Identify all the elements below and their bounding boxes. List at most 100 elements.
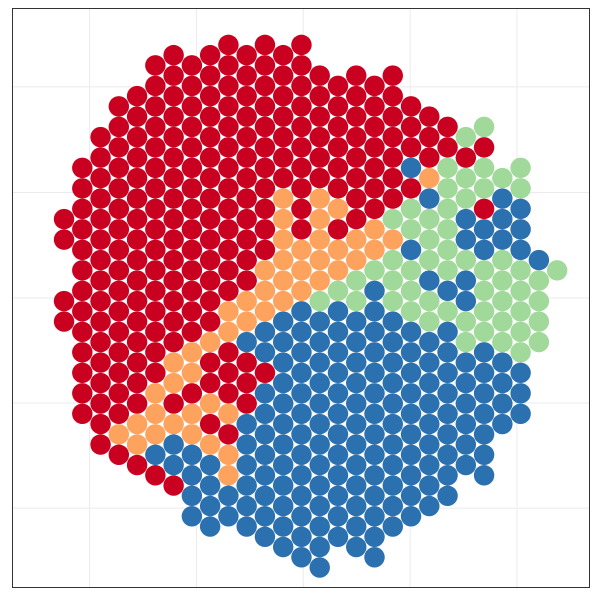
spot — [199, 126, 221, 148]
spot — [437, 383, 458, 404]
spot — [72, 178, 93, 199]
spot — [90, 434, 111, 455]
spot — [364, 526, 385, 547]
spot — [327, 75, 349, 97]
spot — [291, 383, 312, 404]
spot — [236, 454, 257, 476]
spot — [327, 342, 349, 363]
spot — [163, 393, 184, 414]
spot — [382, 106, 403, 127]
spot — [327, 260, 349, 281]
spot — [272, 44, 294, 66]
spot — [309, 208, 330, 230]
spot — [473, 362, 495, 384]
spot — [364, 178, 385, 199]
spot — [437, 198, 458, 220]
spot — [437, 280, 458, 302]
spot — [145, 403, 166, 425]
spot — [400, 260, 422, 281]
spot — [419, 352, 440, 373]
spot — [437, 260, 458, 281]
spot — [163, 331, 184, 353]
spot — [126, 208, 148, 230]
spot — [254, 342, 276, 363]
spot — [108, 157, 130, 179]
spot — [364, 75, 385, 97]
spot — [346, 372, 367, 394]
spot — [473, 301, 495, 322]
spot — [108, 260, 130, 281]
spot — [254, 506, 276, 527]
spot — [218, 260, 239, 281]
spot — [382, 352, 403, 373]
spot — [90, 413, 111, 435]
spot — [309, 536, 330, 558]
spot — [199, 475, 221, 496]
spot — [236, 167, 257, 189]
spot — [382, 290, 403, 312]
spot — [473, 219, 495, 240]
spot — [492, 188, 513, 209]
spot — [108, 96, 130, 117]
spot — [528, 290, 550, 312]
spot — [419, 208, 440, 230]
spot — [291, 157, 312, 179]
spot — [419, 434, 440, 455]
spot — [382, 372, 403, 394]
spot — [126, 331, 148, 353]
spot — [455, 393, 477, 414]
spot — [199, 516, 221, 537]
spot — [181, 301, 203, 322]
spot — [382, 454, 403, 476]
spot — [327, 321, 349, 343]
spot — [218, 321, 239, 343]
spot — [291, 239, 312, 261]
spot — [291, 55, 312, 76]
spot — [346, 475, 367, 496]
spot — [181, 444, 203, 466]
spot — [473, 137, 495, 158]
spot — [163, 65, 184, 86]
spot — [254, 178, 276, 199]
spot — [400, 444, 422, 466]
spot — [291, 506, 312, 527]
spot — [400, 383, 422, 404]
spot — [473, 198, 495, 220]
spot — [382, 126, 403, 148]
spot — [272, 208, 294, 230]
spot — [473, 342, 495, 363]
spot — [272, 311, 294, 332]
spot — [309, 393, 330, 414]
spot — [437, 239, 458, 261]
spot — [437, 424, 458, 445]
spot — [364, 362, 385, 384]
spot — [346, 229, 367, 250]
spot — [291, 34, 312, 56]
spot — [218, 239, 239, 261]
spot — [72, 219, 93, 240]
spot — [364, 157, 385, 179]
spot — [400, 485, 422, 507]
spot — [126, 393, 148, 414]
spot — [364, 383, 385, 404]
spot — [236, 147, 257, 168]
spot — [126, 229, 148, 250]
spot — [181, 198, 203, 220]
spot — [492, 413, 513, 435]
spot — [382, 434, 403, 455]
spot — [163, 229, 184, 250]
spot — [346, 434, 367, 455]
spot — [272, 126, 294, 148]
spot — [108, 403, 130, 425]
spot — [236, 249, 257, 271]
spot — [455, 188, 477, 209]
spot — [437, 342, 458, 363]
spot — [181, 280, 203, 302]
spot — [199, 331, 221, 353]
spot — [346, 208, 367, 230]
spot — [437, 301, 458, 322]
spot — [199, 85, 221, 107]
spot — [272, 290, 294, 312]
spot — [364, 301, 385, 322]
spot — [181, 465, 203, 486]
